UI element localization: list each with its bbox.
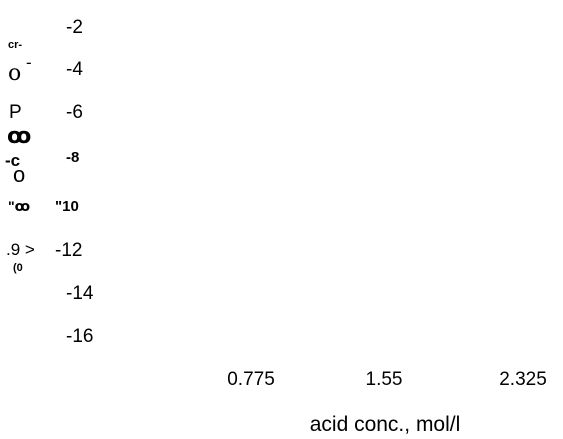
y-label-fragment: o: [8, 61, 21, 86]
y-label-fragment: "ꝏ: [8, 198, 30, 214]
y-label-fragment: .9 >: [6, 240, 35, 259]
y-label-fragment: P: [9, 102, 22, 123]
y-tick-label: "10: [55, 198, 79, 215]
y-tick-label: -8: [66, 149, 79, 166]
y-tick-label: -4: [66, 59, 83, 80]
y-tick-label: -12: [55, 240, 82, 261]
y-tick-label: -6: [66, 102, 83, 123]
y-label-fragment: (0: [13, 262, 23, 274]
y-label-fragment: ꝏ: [7, 123, 31, 148]
y-label-fragment: cr-: [8, 39, 22, 51]
x-axis-title: acid conc., mol/l: [310, 413, 461, 436]
y-label-fragment: o: [13, 162, 25, 187]
y-tick-label: -14: [66, 283, 94, 304]
x-tick-label: 2.325: [499, 369, 547, 390]
x-tick-label: 0.775: [227, 369, 275, 390]
y-tick-label: -2: [66, 17, 83, 38]
y-label-fragment: -: [26, 53, 32, 72]
y-tick-label: -16: [66, 326, 93, 347]
y-label-fragment: -c: [5, 151, 20, 170]
x-tick-label: 1.55: [366, 369, 403, 390]
